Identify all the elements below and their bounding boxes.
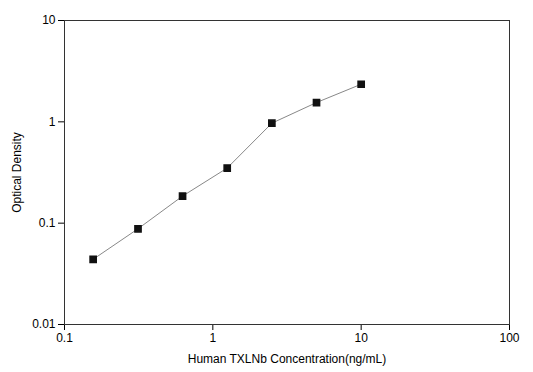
svg-text:1: 1 bbox=[49, 115, 56, 129]
svg-text:10: 10 bbox=[354, 331, 368, 345]
svg-text:0.01: 0.01 bbox=[32, 317, 56, 331]
svg-text:1: 1 bbox=[209, 331, 216, 345]
svg-text:Human TXLNb Concentration(ng/m: Human TXLNb Concentration(ng/mL) bbox=[188, 352, 387, 366]
svg-text:0.1: 0.1 bbox=[39, 216, 56, 230]
svg-text:0.1: 0.1 bbox=[56, 331, 73, 345]
svg-text:100: 100 bbox=[499, 331, 519, 345]
svg-text:Optical Density: Optical Density bbox=[10, 132, 24, 213]
svg-text:10: 10 bbox=[42, 13, 56, 27]
